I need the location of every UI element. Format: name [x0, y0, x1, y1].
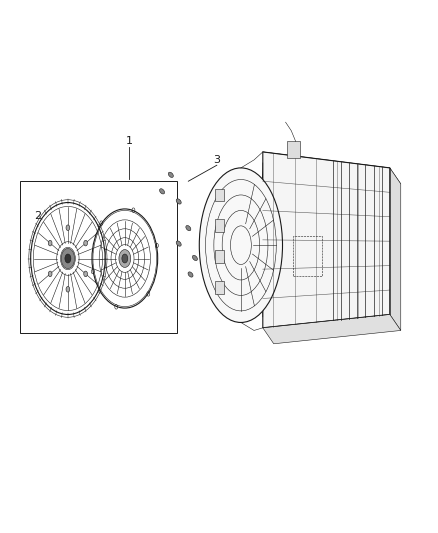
Ellipse shape: [48, 271, 52, 277]
Polygon shape: [263, 314, 401, 344]
Text: 1: 1: [126, 136, 133, 146]
Ellipse shape: [192, 255, 198, 261]
Ellipse shape: [84, 240, 88, 246]
Bar: [287, 141, 300, 158]
Ellipse shape: [188, 272, 193, 277]
Ellipse shape: [199, 168, 283, 322]
Ellipse shape: [66, 287, 70, 292]
Ellipse shape: [66, 225, 70, 230]
Ellipse shape: [65, 254, 71, 263]
Polygon shape: [261, 163, 263, 317]
Ellipse shape: [168, 172, 173, 177]
Bar: [215, 189, 224, 201]
Polygon shape: [263, 152, 401, 184]
Ellipse shape: [84, 271, 88, 277]
Ellipse shape: [176, 241, 181, 246]
Ellipse shape: [186, 225, 191, 231]
Ellipse shape: [122, 254, 128, 263]
Bar: [215, 251, 224, 263]
Text: 2: 2: [34, 211, 41, 221]
Ellipse shape: [176, 199, 181, 204]
Ellipse shape: [119, 249, 131, 268]
Bar: [215, 281, 224, 294]
Bar: [20, 181, 177, 333]
Polygon shape: [263, 152, 390, 328]
Ellipse shape: [61, 248, 74, 269]
Ellipse shape: [159, 189, 165, 194]
Text: 3: 3: [213, 155, 220, 165]
Polygon shape: [390, 168, 401, 330]
Ellipse shape: [48, 240, 52, 246]
Bar: [293, 236, 322, 276]
Bar: [215, 220, 224, 232]
